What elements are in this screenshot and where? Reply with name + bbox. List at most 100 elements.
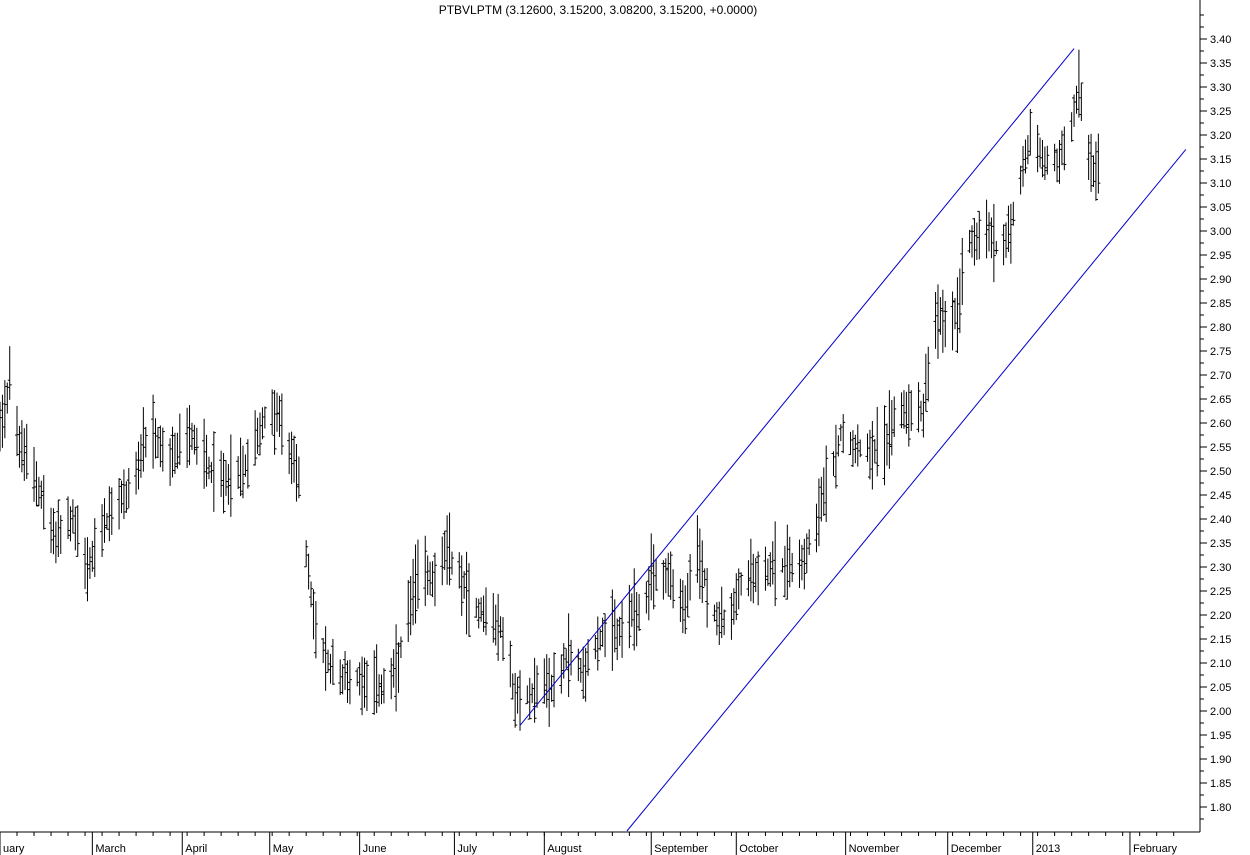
ohlc-bar bbox=[991, 203, 996, 283]
ohlc-bar bbox=[943, 300, 948, 348]
ohlc-bar bbox=[440, 536, 445, 586]
ohlc-bar bbox=[223, 460, 228, 496]
ohlc-bar bbox=[493, 604, 498, 646]
ohlc-bar bbox=[933, 291, 938, 349]
ohlc-bar bbox=[5, 382, 10, 414]
y-tick-label: 1.90 bbox=[1210, 754, 1231, 766]
ohlc-bar bbox=[209, 461, 214, 483]
ohlc-bar bbox=[289, 431, 294, 484]
ohlc-bar bbox=[102, 498, 107, 543]
ohlc-bar bbox=[185, 407, 190, 468]
ohlc-bar bbox=[532, 657, 537, 723]
ohlc-bar bbox=[763, 546, 768, 591]
ohlc-bar bbox=[294, 444, 299, 502]
ohlc-bar bbox=[160, 427, 165, 472]
ohlc-bar bbox=[887, 390, 892, 469]
ohlc-bar bbox=[134, 451, 139, 495]
ohlc-bar bbox=[838, 424, 843, 442]
y-tick-label: 2.20 bbox=[1210, 610, 1231, 622]
ohlc-bar bbox=[241, 445, 245, 499]
ohlc-bar bbox=[491, 593, 496, 643]
ohlc-bar bbox=[15, 405, 20, 457]
ohlc-bar bbox=[627, 584, 632, 649]
ohlc-bar bbox=[712, 604, 717, 622]
ohlc-bar bbox=[100, 504, 105, 557]
ohlc-bar bbox=[678, 578, 683, 622]
ohlc-bar bbox=[304, 540, 309, 568]
ohlc-bar bbox=[442, 530, 447, 571]
ohlc-bar bbox=[292, 435, 297, 483]
ohlc-bar bbox=[955, 277, 960, 354]
ohlc-bar bbox=[32, 446, 37, 502]
x-month-label: April bbox=[185, 843, 207, 855]
ohlc-bar bbox=[593, 635, 598, 660]
ohlc-bar bbox=[518, 670, 523, 731]
ohlc-bar bbox=[683, 585, 688, 635]
ohlc-bar bbox=[909, 390, 914, 432]
ohlc-bar bbox=[807, 529, 812, 555]
ohlc-bar bbox=[717, 601, 722, 645]
ohlc-bar bbox=[22, 428, 27, 481]
ohlc-bar bbox=[202, 418, 207, 489]
ohlc-bar bbox=[474, 597, 479, 618]
y-tick-label: 1.85 bbox=[1210, 778, 1231, 790]
ohlc-bar bbox=[389, 657, 394, 700]
ohlc-bar bbox=[875, 406, 880, 477]
ohlc-bar bbox=[136, 441, 141, 490]
ohlc-bar bbox=[668, 551, 673, 600]
ohlc-bar bbox=[360, 656, 365, 716]
ohlc-bar bbox=[535, 665, 540, 708]
ohlc-bar bbox=[338, 659, 343, 696]
ohlc-bar bbox=[24, 423, 29, 479]
y-tick-label: 1.95 bbox=[1210, 730, 1231, 742]
ohlc-bar bbox=[525, 685, 530, 705]
ohlc-bar bbox=[714, 602, 719, 636]
ohlc-bar bbox=[87, 547, 92, 579]
y-tick-label: 3.40 bbox=[1210, 34, 1231, 46]
ohlc-bar bbox=[600, 617, 605, 647]
ohlc-bar bbox=[1028, 108, 1033, 156]
ohlc-bar bbox=[508, 640, 513, 688]
ohlc-bar bbox=[746, 560, 751, 597]
ohlc-bar bbox=[194, 427, 199, 465]
ohlc-bar bbox=[287, 432, 292, 475]
ohlc-bar bbox=[1023, 139, 1028, 174]
ohlc-bar bbox=[211, 431, 216, 512]
ohlc-bar bbox=[680, 580, 685, 634]
ohlc-bar bbox=[906, 384, 911, 447]
ohlc-bar bbox=[374, 644, 379, 714]
ohlc-bar bbox=[90, 540, 95, 572]
y-axis-ticks: 1.80 1.85 1.90 1.95 2.00 2.05 2.10 2.15 2.20 2.25… bbox=[1200, 14, 1231, 820]
ohlc-bar bbox=[372, 650, 377, 715]
y-tick-label: 2.50 bbox=[1210, 466, 1231, 478]
ohlc-bar bbox=[306, 553, 311, 590]
ohlc-bar bbox=[583, 647, 588, 702]
ohlc-bar bbox=[736, 568, 741, 610]
ohlc-bar bbox=[799, 544, 804, 581]
ohlc-bar bbox=[697, 528, 702, 600]
ohlc-bar bbox=[175, 432, 180, 469]
ohlc-bar bbox=[1052, 143, 1057, 172]
ohlc-bar bbox=[1069, 112, 1074, 142]
ohlc-bar bbox=[379, 674, 384, 705]
ohlc-bar bbox=[651, 544, 656, 610]
x-month-label: May bbox=[273, 843, 294, 855]
ohlc-bar bbox=[340, 664, 345, 695]
ohlc-bar bbox=[649, 533, 654, 601]
y-tick-label: 2.30 bbox=[1210, 562, 1231, 574]
ohlc-bar bbox=[2, 380, 7, 439]
ohlc-bar bbox=[816, 478, 821, 547]
chart-title: PTBVLPTM (3.12600, 3.15200, 3.08200, 3.1… bbox=[439, 3, 758, 17]
ohlc-bar bbox=[629, 593, 634, 627]
ohlc-bar bbox=[1089, 133, 1094, 192]
ohlc-bar bbox=[819, 476, 824, 522]
ohlc-bar bbox=[501, 617, 506, 662]
ohlc-bar bbox=[138, 434, 143, 478]
ohlc-bar bbox=[428, 561, 433, 596]
ohlc-bar bbox=[75, 505, 80, 557]
ohlc-bar bbox=[967, 229, 972, 254]
ohlc-bar bbox=[151, 394, 156, 469]
ohlc-bar bbox=[824, 445, 829, 522]
y-tick-label: 2.90 bbox=[1210, 274, 1231, 286]
ohlc-bar bbox=[884, 423, 889, 466]
